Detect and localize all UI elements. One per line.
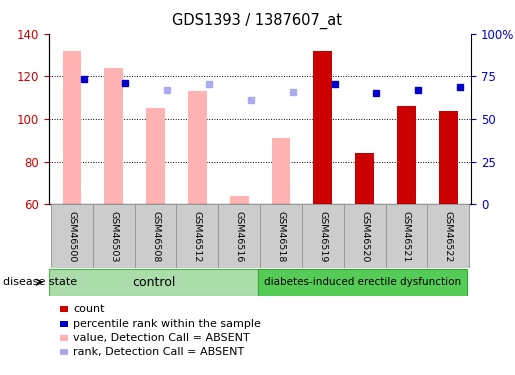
Bar [146,108,165,204]
Bar [439,111,458,204]
FancyBboxPatch shape [177,204,218,268]
Bar [188,92,207,204]
Text: GSM46508: GSM46508 [151,211,160,262]
FancyBboxPatch shape [218,204,260,268]
Bar [271,138,290,204]
Bar [355,153,374,204]
Text: count: count [73,304,105,314]
Text: value, Detection Call = ABSENT: value, Detection Call = ABSENT [73,333,250,343]
Text: GSM46520: GSM46520 [360,211,369,262]
FancyBboxPatch shape [344,204,386,268]
Text: GSM46522: GSM46522 [444,211,453,262]
Text: rank, Detection Call = ABSENT: rank, Detection Call = ABSENT [73,347,245,357]
Text: percentile rank within the sample: percentile rank within the sample [73,319,261,328]
Text: control: control [132,276,175,289]
Bar [314,51,332,204]
Bar [230,196,249,204]
Text: GSM46500: GSM46500 [67,211,76,262]
FancyBboxPatch shape [134,204,177,268]
Text: GSM46516: GSM46516 [235,211,244,262]
FancyBboxPatch shape [93,204,134,268]
FancyBboxPatch shape [302,204,344,268]
Text: GSM46503: GSM46503 [109,210,118,262]
Text: GSM46521: GSM46521 [402,211,411,262]
Text: diabetes-induced erectile dysfunction: diabetes-induced erectile dysfunction [264,277,461,287]
Bar [105,68,123,204]
FancyBboxPatch shape [258,268,467,296]
Text: disease state: disease state [3,277,77,287]
Text: GSM46518: GSM46518 [277,211,285,262]
Bar [397,106,416,204]
Text: GSM46512: GSM46512 [193,211,202,262]
FancyBboxPatch shape [49,268,258,296]
FancyBboxPatch shape [386,204,427,268]
FancyBboxPatch shape [51,204,93,268]
FancyBboxPatch shape [427,204,469,268]
FancyBboxPatch shape [260,204,302,268]
Text: GDS1393 / 1387607_at: GDS1393 / 1387607_at [173,13,342,29]
Bar [62,51,81,204]
Text: GSM46519: GSM46519 [318,211,328,262]
